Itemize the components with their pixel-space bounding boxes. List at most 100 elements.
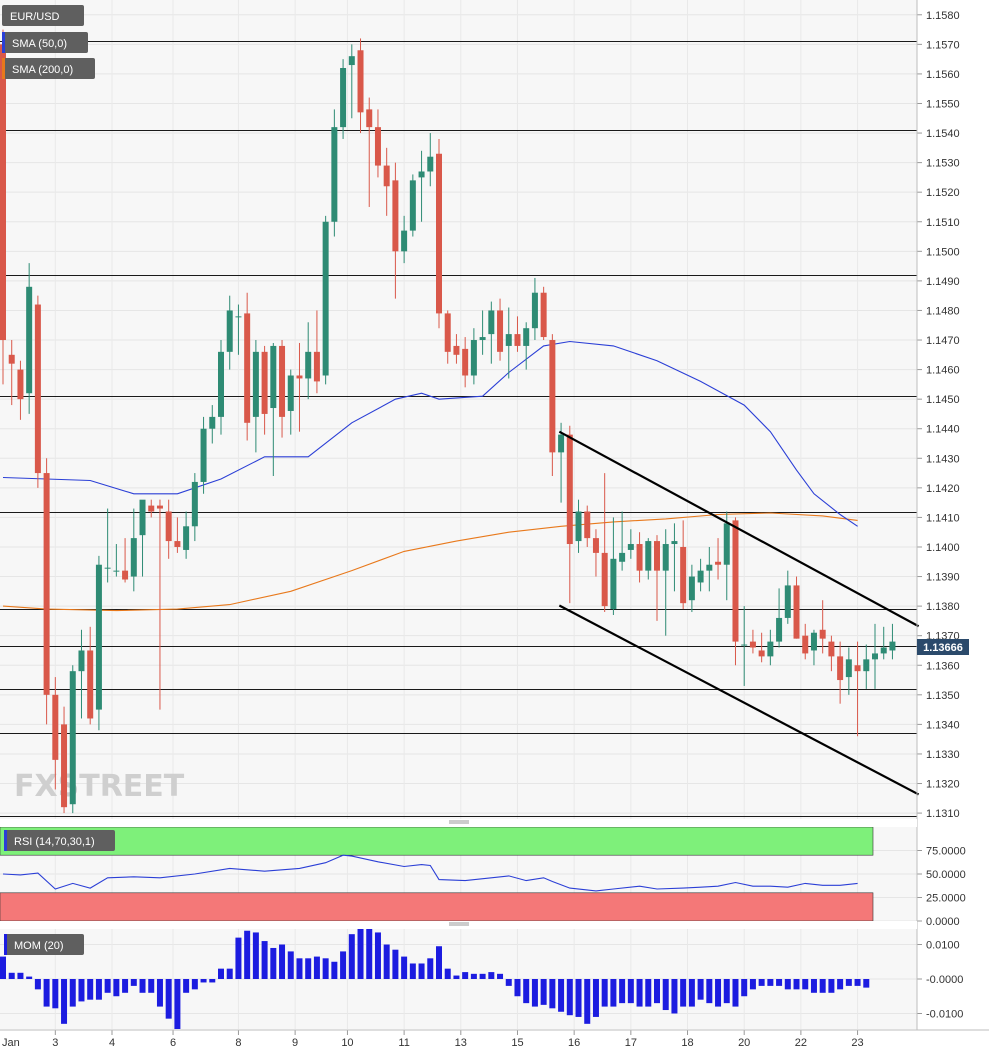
momentum-bar [17, 972, 24, 979]
sma200-color-swatch [2, 58, 5, 79]
price-tick-label: 1.1580 [926, 10, 960, 22]
momentum-bar [26, 976, 33, 979]
momentum-bar [810, 979, 817, 993]
candle-body-down [584, 511, 591, 539]
candle-body-up [575, 511, 582, 542]
sma200-line [2, 512, 858, 612]
candle-body-down [540, 292, 547, 338]
trend-lines [558, 430, 920, 796]
momentum-bar [0, 956, 6, 979]
x-axis: Jan 3 4 6 8 9 10 11 13 15 16 17 18 20 22 23 [2, 1030, 864, 1049]
mom-panel-resize-handle[interactable] [0, 921, 917, 929]
momentum-bar [226, 968, 233, 979]
momentum-bar [122, 979, 129, 993]
price-tick-label: 1.1520 [926, 187, 960, 199]
rsi-badge[interactable]: RSI (14,70,30,1) [4, 830, 115, 851]
symbol-badge[interactable]: EUR/USD [2, 5, 84, 26]
price-tick-label: 1.1460 [926, 365, 960, 377]
candle-body-down [819, 629, 826, 639]
momentum-bar [802, 979, 809, 990]
momentum-bar [366, 922, 373, 979]
candle-body-up [523, 328, 530, 346]
price-tick-label: 1.1540 [926, 128, 960, 140]
sma50-color-swatch [2, 32, 5, 53]
candle-body-down [444, 313, 451, 352]
candle-body-up [505, 334, 512, 346]
momentum-bar [209, 979, 216, 983]
momentum-bar [61, 979, 68, 1024]
price-gridlines [0, 14, 917, 814]
candle-body-up [113, 570, 120, 572]
candle-body-up [139, 499, 146, 536]
candle-body-down [34, 304, 41, 474]
candle-body-up [610, 558, 617, 610]
candle-body-up [741, 644, 748, 646]
momentum-bar [531, 979, 538, 1007]
momentum-bar [8, 972, 15, 979]
candle-body-down [793, 585, 800, 639]
candle-body-up [226, 310, 233, 352]
sma50-badge[interactable]: SMA (50,0) [2, 32, 88, 53]
candle-body-down [732, 520, 739, 642]
watermark-text: FXSTREET [14, 769, 185, 804]
momentum-bar [479, 973, 486, 979]
time-tick-label: 22 [795, 1037, 807, 1049]
candle-body-up [619, 552, 626, 562]
time-tick-label: 10 [341, 1037, 353, 1049]
momentum-bar [505, 979, 512, 986]
momentum-bar [218, 968, 224, 979]
symbol-label: EUR/USD [10, 11, 60, 23]
sma200-badge[interactable]: SMA (200,0) [2, 58, 95, 79]
candle-body-down [758, 650, 765, 657]
momentum-bar [671, 979, 678, 1014]
price-tick-label: 1.1330 [926, 749, 960, 761]
momentum-bar [296, 958, 303, 979]
rsi-axis: 75.0000 50.0000 25.0000 0.0000 [917, 846, 966, 928]
candle-body-up [845, 659, 852, 678]
candle-body-up [287, 375, 294, 411]
momentum-bar [113, 979, 120, 997]
time-tick-label: 3 [52, 1037, 58, 1049]
price-tick-label: 1.1400 [926, 542, 960, 554]
price-tick-label: 1.1310 [926, 808, 960, 820]
price-panel-background [0, 0, 917, 819]
rsi-overbought-zone [0, 826, 874, 856]
momentum-bar [331, 961, 338, 979]
mom-axis: 0.0100 -0.0000 -0.0100 [917, 940, 963, 1020]
candle-body-up [409, 180, 416, 231]
momentum-bar [34, 979, 41, 990]
watermark: FXSTREET [14, 769, 185, 804]
momentum-bar [584, 979, 591, 1024]
candle-body-up [863, 659, 870, 672]
momentum-bar [43, 979, 50, 1007]
mom-badge[interactable]: MOM (20) [4, 934, 84, 955]
candle-body-up [235, 316, 242, 318]
candle-body-down [374, 127, 381, 166]
price-tick-label: 1.1560 [926, 69, 960, 81]
time-tick-label: 15 [511, 1037, 523, 1049]
candle-body-up [183, 526, 190, 550]
momentum-bar [200, 979, 207, 983]
momentum-bar [174, 979, 181, 1029]
time-tick-label: 6 [170, 1037, 176, 1049]
momentum-bar [305, 958, 312, 979]
candle-body-down [453, 345, 460, 355]
rsi-line [2, 854, 858, 892]
candle-body-down [854, 665, 861, 672]
rsi-panel-resize-handle[interactable] [0, 819, 917, 827]
rsi-oversold-zone [0, 892, 874, 922]
price-tick-label: 1.1510 [926, 217, 960, 229]
momentum-bar [348, 934, 355, 979]
momentum-bar [453, 975, 460, 979]
momentum-bar [575, 979, 582, 1017]
sma200-layer [2, 512, 858, 612]
price-tick-label: 1.1450 [926, 394, 960, 406]
momentum-bar [165, 979, 172, 1019]
candle-body-down [715, 561, 722, 565]
candle-body-up [418, 171, 425, 178]
price-tick-label: 1.1340 [926, 719, 960, 731]
time-tick-label: 9 [292, 1037, 298, 1049]
candle-body-down [357, 50, 364, 113]
candle-body-down [749, 641, 756, 648]
candle-body-down [636, 544, 643, 571]
